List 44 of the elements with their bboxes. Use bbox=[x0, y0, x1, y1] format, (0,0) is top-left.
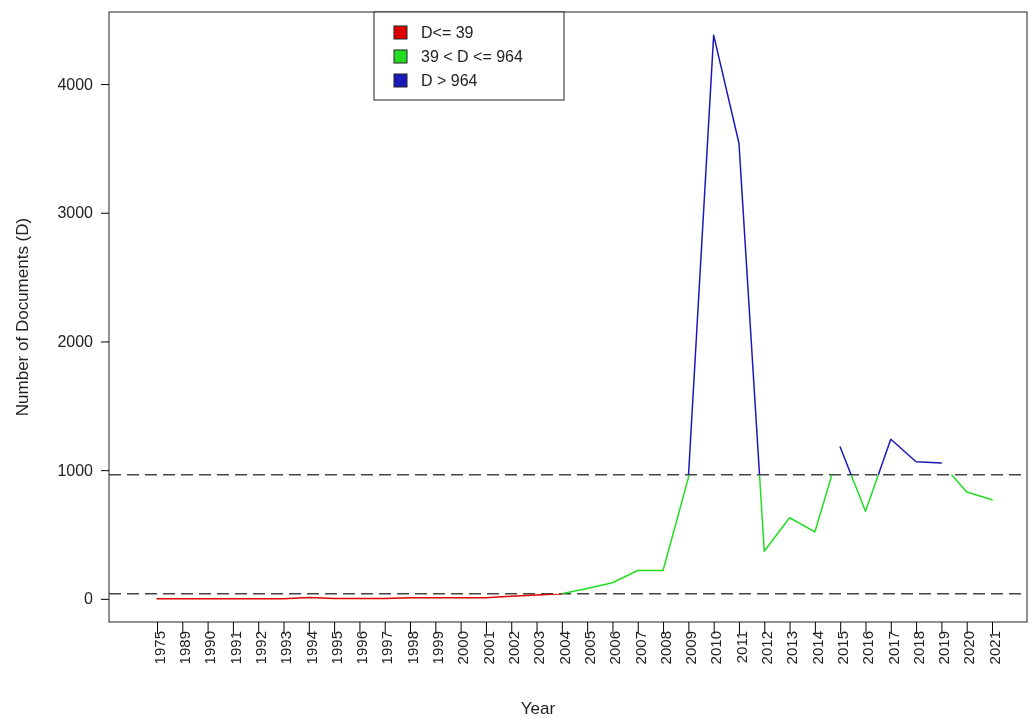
x-tick-label: 1995 bbox=[327, 631, 345, 665]
x-tick-label: 2016 bbox=[859, 631, 877, 665]
x-tick-label: 2002 bbox=[504, 631, 522, 665]
y-tick-label: 3000 bbox=[57, 204, 94, 222]
x-tick-label: 2010 bbox=[707, 631, 725, 665]
x-tick-label: 1999 bbox=[429, 631, 447, 665]
legend-label: 39 < D <= 964 bbox=[421, 48, 523, 65]
x-tick-label: 2007 bbox=[631, 631, 649, 665]
x-tick-label: 2013 bbox=[783, 631, 801, 665]
x-tick-label: 2018 bbox=[909, 631, 927, 665]
x-tick-label: 2015 bbox=[833, 631, 851, 665]
y-tick-label: 4000 bbox=[57, 75, 94, 93]
x-tick-label: 1992 bbox=[251, 631, 269, 665]
x-tick-label: 2005 bbox=[580, 631, 598, 665]
x-tick-label: 2008 bbox=[656, 631, 674, 665]
x-tick-label: 2017 bbox=[884, 631, 902, 665]
legend-label: D<= 39 bbox=[421, 24, 474, 41]
x-tick-label: 2004 bbox=[555, 631, 573, 665]
x-tick-label: 2019 bbox=[935, 631, 953, 665]
legend-label: D > 964 bbox=[421, 72, 478, 89]
x-tick-label: 2006 bbox=[606, 631, 624, 665]
x-axis-title: Year bbox=[520, 699, 556, 718]
x-tick-label: 1996 bbox=[353, 631, 371, 665]
x-tick-label: 1991 bbox=[226, 631, 244, 665]
x-tick-label: 2003 bbox=[530, 631, 548, 665]
x-tick-label: 2001 bbox=[479, 631, 497, 665]
y-tick-label: 2000 bbox=[57, 333, 94, 351]
x-tick-label: 1990 bbox=[201, 631, 219, 665]
y-tick-label: 1000 bbox=[57, 461, 94, 479]
y-axis-title: Number of Documents (D) bbox=[13, 217, 32, 417]
y-tick-label: 0 bbox=[84, 590, 94, 608]
x-tick-label: 2014 bbox=[808, 631, 826, 665]
x-tick-label: 2009 bbox=[682, 631, 700, 665]
x-tick-label: 1997 bbox=[378, 631, 396, 665]
x-tick-label: 1993 bbox=[277, 631, 295, 665]
x-tick-label: 1975 bbox=[150, 631, 168, 665]
x-tick-label: 2011 bbox=[732, 631, 750, 664]
x-tick-label: 1994 bbox=[302, 631, 320, 665]
x-tick-label: 2012 bbox=[758, 631, 776, 665]
x-tick-label: 1998 bbox=[403, 631, 421, 665]
x-tick-label: 1989 bbox=[176, 631, 194, 665]
x-tick-label: 2000 bbox=[454, 631, 472, 665]
x-tick-label: 2020 bbox=[960, 631, 978, 665]
x-tick-label: 2021 bbox=[985, 631, 1003, 665]
